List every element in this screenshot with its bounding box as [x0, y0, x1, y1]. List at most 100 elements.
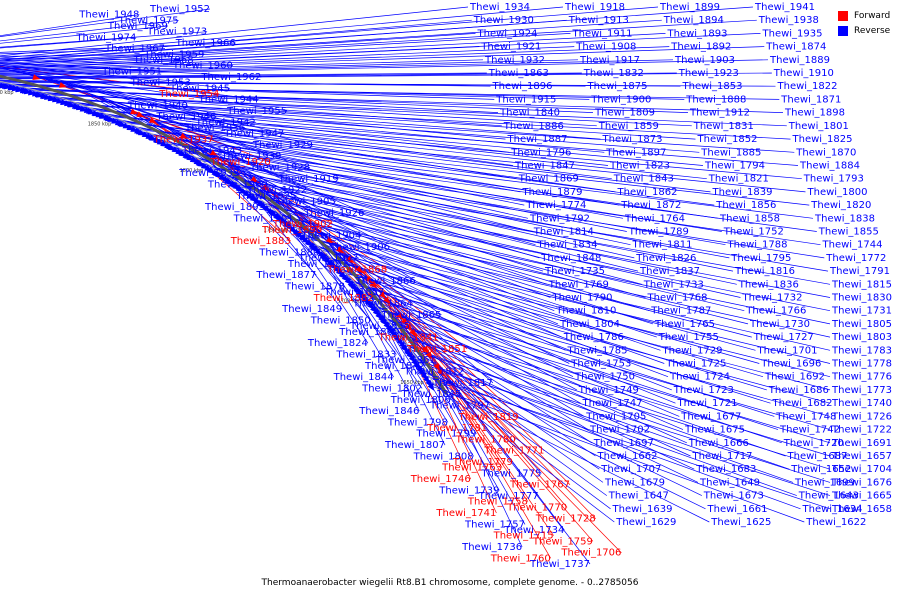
gene-label[interactable]: Thewi_1823: [609, 161, 670, 172]
gene-label[interactable]: Thewi_1858: [719, 213, 780, 224]
gene-label[interactable]: Thewi_1766: [745, 306, 806, 317]
gene-label[interactable]: Thewi_1863: [488, 68, 549, 79]
gene-label[interactable]: Thewi_1759: [532, 536, 593, 547]
gene-label[interactable]: Thewi_1917: [579, 55, 640, 66]
gene-label[interactable]: Thewi_1855: [818, 227, 879, 238]
gene-label[interactable]: Thewi_1770: [506, 502, 567, 513]
gene-label[interactable]: Thewi_1871: [780, 94, 841, 105]
gene-label[interactable]: Thewi_1852: [697, 134, 758, 145]
gene-label[interactable]: Thewi_1814: [533, 227, 594, 238]
gene-label[interactable]: Thewi_1930: [473, 15, 534, 26]
gene-label[interactable]: Thewi_1874: [765, 42, 826, 53]
gene-label[interactable]: Thewi_1973: [146, 27, 207, 38]
gene-label[interactable]: Thewi_1952: [149, 4, 210, 15]
gene-label[interactable]: Thewi_1873: [602, 134, 663, 145]
gene-label[interactable]: Thewi_1932: [484, 55, 545, 66]
gene-label[interactable]: Thewi_1951: [101, 66, 162, 77]
gene-label[interactable]: Thewi_1906: [329, 242, 390, 253]
gene-label[interactable]: Thewi_1682: [772, 398, 833, 409]
gene-label[interactable]: Thewi_1824: [307, 338, 368, 349]
gene-label[interactable]: Thewi_1887: [507, 134, 568, 145]
gene-label[interactable]: Thewi_1692: [764, 372, 825, 383]
gene-label[interactable]: Thewi_1946: [155, 112, 216, 123]
gene-label[interactable]: Thewi_1666: [688, 438, 749, 449]
gene-label[interactable]: Thewi_1825: [792, 134, 853, 145]
gene-label[interactable]: Thewi_1832: [583, 68, 644, 79]
gene-label[interactable]: Thewi_1899: [659, 2, 720, 13]
gene-label[interactable]: Thewi_1838: [814, 213, 875, 224]
gene-label[interactable]: Thewi_1797: [429, 400, 490, 411]
gene-label[interactable]: Thewi_1763: [441, 463, 502, 474]
gene-label[interactable]: Thewi_1775: [480, 468, 541, 479]
gene-label[interactable]: Thewi_1922: [246, 185, 307, 196]
gene-label[interactable]: Thewi_1673: [703, 491, 764, 502]
gene-label[interactable]: Thewi_1639: [612, 504, 673, 515]
gene-label[interactable]: Thewi_1938: [758, 15, 819, 26]
gene-label[interactable]: Thewi_1777: [478, 491, 539, 502]
gene-label[interactable]: Thewi_1941: [754, 2, 815, 13]
gene-label[interactable]: Thewi_1862: [617, 187, 678, 198]
gene-label[interactable]: Thewi_1850: [310, 316, 371, 327]
gene-label[interactable]: Thewi_1679: [604, 477, 665, 488]
gene-label[interactable]: Thewi_1904: [300, 231, 361, 242]
gene-label[interactable]: Thewi_1859: [598, 121, 659, 132]
gene-label[interactable]: Thewi_1735: [544, 266, 605, 277]
gene-label[interactable]: Thewi_1731: [831, 306, 892, 317]
gene-label[interactable]: Thewi_1724: [669, 372, 730, 383]
gene-label[interactable]: Thewi_1765: [654, 319, 715, 330]
gene-label[interactable]: Thewi_1661: [707, 504, 768, 515]
gene-label[interactable]: Thewi_1843: [613, 174, 674, 185]
gene-label[interactable]: Thewi_1959: [143, 49, 204, 60]
gene-label[interactable]: Thewi_1800: [807, 187, 868, 198]
gene-label[interactable]: Thewi_1820: [810, 200, 871, 211]
gene-label[interactable]: Thewi_1749: [578, 385, 639, 396]
gene-label[interactable]: Thewi_1912: [689, 108, 750, 119]
gene-label[interactable]: Thewi_1717: [692, 451, 753, 462]
gene-label[interactable]: Thewi_1687: [787, 451, 848, 462]
gene-label[interactable]: Thewi_1929: [252, 140, 313, 151]
gene-label[interactable]: Thewi_1723: [673, 385, 734, 396]
gene-label[interactable]: Thewi_1773: [831, 385, 892, 396]
gene-label[interactable]: Thewi_1803: [831, 332, 892, 343]
gene-label[interactable]: Thewi_1733: [643, 279, 704, 290]
gene-label[interactable]: Thewi_1878: [284, 282, 345, 293]
gene-label[interactable]: Thewi_1879: [522, 187, 583, 198]
gene-label[interactable]: Thewi_1742: [779, 425, 840, 436]
gene-label[interactable]: Thewi_1883: [230, 236, 291, 247]
gene-label[interactable]: Thewi_1755: [658, 332, 719, 343]
gene-label[interactable]: Thewi_1830: [831, 293, 892, 304]
gene-label[interactable]: Thewi_1942: [195, 117, 256, 128]
gene-label[interactable]: Thewi_1622: [805, 517, 866, 528]
gene-label[interactable]: Thewi_1728: [535, 514, 596, 525]
gene-label[interactable]: Thewi_1739: [438, 485, 499, 496]
gene-label[interactable]: Thewi_1792: [529, 213, 590, 224]
gene-label[interactable]: Thewi_1747: [582, 398, 643, 409]
gene-label[interactable]: Thewi_1933: [178, 168, 239, 179]
gene-label[interactable]: Thewi_1730: [749, 319, 810, 330]
gene-label[interactable]: Thewi_1925: [235, 191, 296, 202]
gene-label[interactable]: Thewi_1665: [831, 491, 892, 502]
gene-label[interactable]: Thewi_1732: [742, 293, 803, 304]
gene-label[interactable]: Thewi_1721: [677, 398, 738, 409]
gene-label[interactable]: Thewi_1799: [415, 429, 476, 440]
gene-label[interactable]: Thewi_1866: [355, 276, 416, 287]
gene-label[interactable]: Thewi_1715: [493, 531, 554, 542]
gene-label[interactable]: Thewi_1896: [492, 81, 553, 92]
gene-label[interactable]: Thewi_1937: [153, 134, 214, 145]
gene-label[interactable]: Thewi_1787: [650, 306, 711, 317]
gene-label[interactable]: Thewi_1909: [207, 180, 268, 191]
gene-label[interactable]: Thewi_1831: [693, 121, 754, 132]
gene-label[interactable]: Thewi_1936: [184, 123, 245, 134]
gene-label[interactable]: Thewi_1821: [708, 174, 769, 185]
gene-label[interactable]: Thewi_1835: [349, 321, 410, 332]
gene-label[interactable]: Thewi_1900: [590, 94, 651, 105]
gene-label[interactable]: Thewi_1869: [518, 174, 579, 185]
gene-label[interactable]: Thewi_1786: [563, 332, 624, 343]
gene-label[interactable]: Thewi_1812: [403, 366, 464, 377]
gene-label[interactable]: Thewi_1870: [795, 147, 856, 158]
gene-label[interactable]: Thewi_1913: [568, 15, 629, 26]
gene-label[interactable]: Thewi_1794: [704, 161, 765, 172]
gene-label[interactable]: Thewi_1662: [597, 451, 658, 462]
gene-label[interactable]: Thewi_1967: [104, 44, 165, 55]
gene-label[interactable]: Thewi_1696: [760, 359, 821, 370]
